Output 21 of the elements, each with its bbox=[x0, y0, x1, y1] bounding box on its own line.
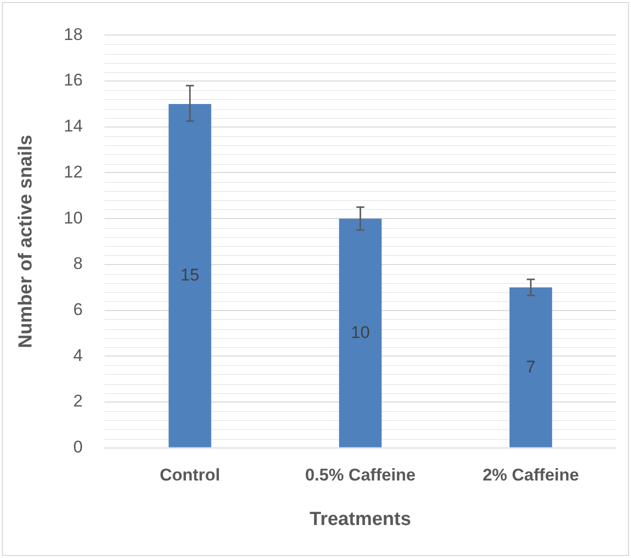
y-tick-label: 2 bbox=[73, 392, 83, 411]
data-label: 7 bbox=[526, 357, 536, 376]
y-tick-label: 0 bbox=[73, 437, 83, 456]
bar bbox=[339, 218, 382, 448]
y-tick-label: 14 bbox=[64, 116, 83, 136]
y-tick-label: 18 bbox=[64, 24, 83, 44]
y-tick-label: 4 bbox=[73, 346, 83, 365]
y-tick-label: 12 bbox=[64, 162, 83, 182]
y-tick-label: 8 bbox=[73, 254, 83, 274]
x-tick-label: 2% Caffeine bbox=[482, 466, 579, 485]
bar bbox=[509, 287, 552, 448]
x-axis-title: Treatments bbox=[310, 508, 412, 530]
y-tick-label: 16 bbox=[64, 70, 83, 90]
x-tick-label: Control bbox=[160, 466, 220, 485]
y-tick-label: 6 bbox=[73, 300, 83, 319]
x-tick-label: 0.5% Caffeine bbox=[305, 466, 416, 485]
bar bbox=[168, 104, 212, 448]
data-label: 15 bbox=[180, 266, 200, 285]
y-axis-title: Number of active snails bbox=[16, 134, 37, 348]
y-tick-label: 10 bbox=[64, 208, 83, 228]
data-label: 10 bbox=[350, 322, 370, 342]
